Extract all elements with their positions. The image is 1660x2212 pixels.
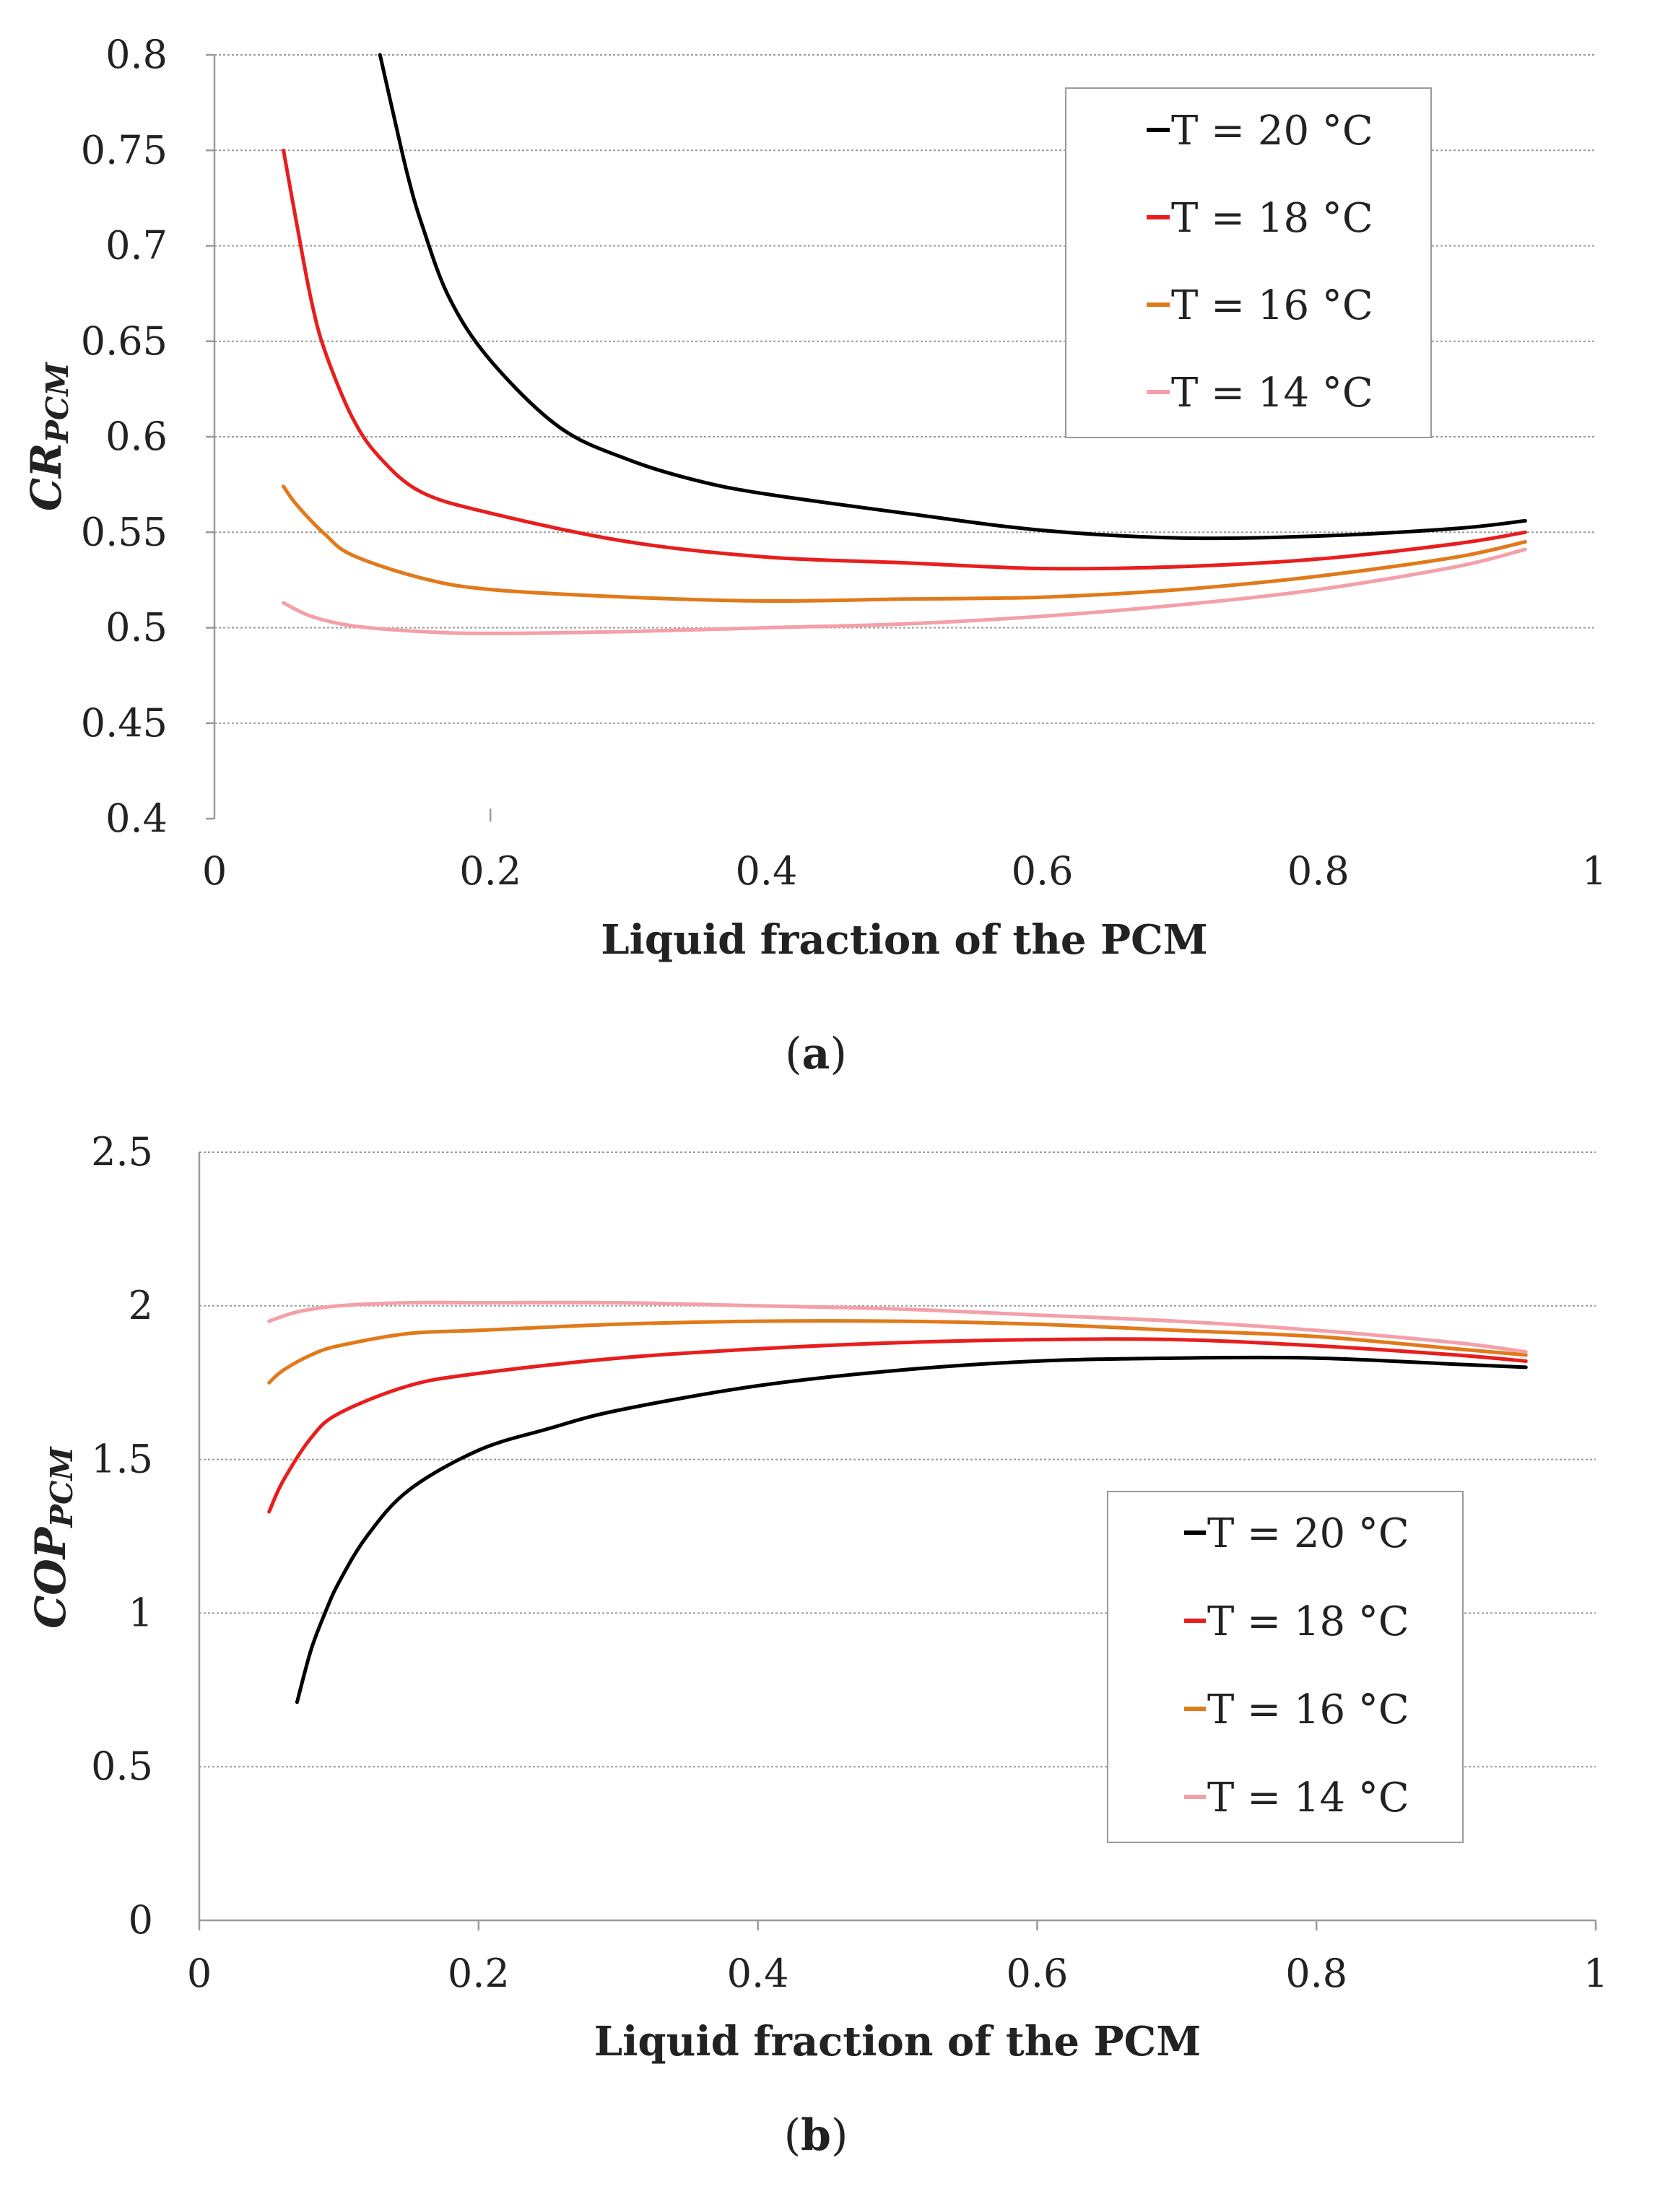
y-tick-label: 2.5 — [91, 1129, 153, 1175]
panel-caption: (b) — [784, 2110, 848, 2161]
series-line-4 — [282, 547, 1527, 635]
legend-label: T = 18 °C — [1171, 195, 1373, 242]
x-tick-label: 0.6 — [1006, 1951, 1068, 1996]
y-axis-title-main: CR — [22, 443, 71, 511]
y-axis-title: CRPCM — [22, 362, 75, 511]
x-tick-label: 0.2 — [459, 848, 521, 894]
legend-label: T = 20 °C — [1171, 108, 1373, 154]
legend-label: T = 14 °C — [1207, 1775, 1409, 1821]
chart-panel-a: 0.4 0.45 0.5 0.55 0.6 0.65 0.7 0.75 0.8 0 0.2 0.4 0.… — [22, 32, 1607, 1079]
y-tick-label: 0.55 — [81, 509, 168, 554]
y-tick-label: 0.4 — [105, 796, 168, 841]
y-tick-label: 1 — [129, 1590, 153, 1635]
x-tick-label: 1 — [1582, 848, 1607, 894]
y-tick-label: 2 — [129, 1283, 153, 1328]
legend-box — [1065, 87, 1432, 438]
panel-caption: (a) — [785, 1029, 847, 1079]
y-tick-label: 0.45 — [81, 700, 168, 746]
legend: T = 20 °C T = 18 °C T = 16 °C T = 14 °C — [1107, 1491, 1464, 1843]
y-tick-label: 0.5 — [105, 605, 168, 650]
x-axis-title: Liquid fraction of the PCM — [601, 916, 1207, 964]
y-axis-title-subscript: PCM — [44, 1446, 79, 1528]
x-tick-label: 0 — [202, 848, 227, 894]
y-tick-label: 0.5 — [91, 1743, 153, 1789]
y-tick-label: 0.6 — [105, 414, 168, 459]
x-tick-label: 1 — [1583, 1951, 1608, 1996]
x-tick-label: 0 — [187, 1951, 212, 1996]
y-tick-label: 0.8 — [105, 32, 168, 77]
chart-panel-b: 0 0.5 1 1.5 2 2.5 0 0.2 0.4 0.6 0.8 1 Liquid fractio… — [26, 1129, 1608, 2161]
series-line-3 — [267, 1319, 1528, 1385]
legend-box — [1107, 1491, 1464, 1843]
x-tick-label: 0.4 — [727, 1951, 789, 1996]
x-tick-label: 0.4 — [735, 848, 797, 894]
y-tick-label: 0.65 — [81, 318, 168, 364]
y-tick-label: 1.5 — [91, 1437, 153, 1482]
y-tick-label: 0.7 — [105, 223, 168, 269]
y-tick-label: 0.75 — [81, 127, 168, 173]
series-line-1 — [378, 53, 1527, 541]
series-line-2 — [267, 1337, 1528, 1514]
series-line-3 — [282, 484, 1527, 604]
legend-label: T = 14 °C — [1171, 370, 1373, 417]
y-tick-label: 0 — [129, 1897, 153, 1943]
x-tick-label: 0.6 — [1012, 848, 1074, 894]
y-axis-title: COPPCM — [26, 1446, 79, 1629]
y-axis-title-main: COP — [26, 1526, 75, 1629]
legend: T = 20 °C T = 18 °C T = 16 °C T = 14 °C — [1065, 87, 1432, 438]
series-line-1 — [295, 1355, 1528, 1704]
x-tick-label: 0.8 — [1287, 848, 1350, 894]
series-line-2 — [282, 148, 1527, 571]
legend-label: T = 16 °C — [1171, 282, 1373, 329]
x-tick-label: 0.8 — [1285, 1951, 1347, 1996]
x-axis-title: Liquid fraction of the PCM — [594, 2018, 1201, 2065]
series-line-4 — [267, 1300, 1528, 1354]
legend-label: T = 16 °C — [1207, 1686, 1409, 1733]
legend-label: T = 20 °C — [1207, 1510, 1409, 1557]
x-tick-label: 0.2 — [448, 1951, 510, 1996]
y-axis-title-subscript: PCM — [40, 362, 75, 444]
legend-label: T = 18 °C — [1207, 1598, 1409, 1645]
